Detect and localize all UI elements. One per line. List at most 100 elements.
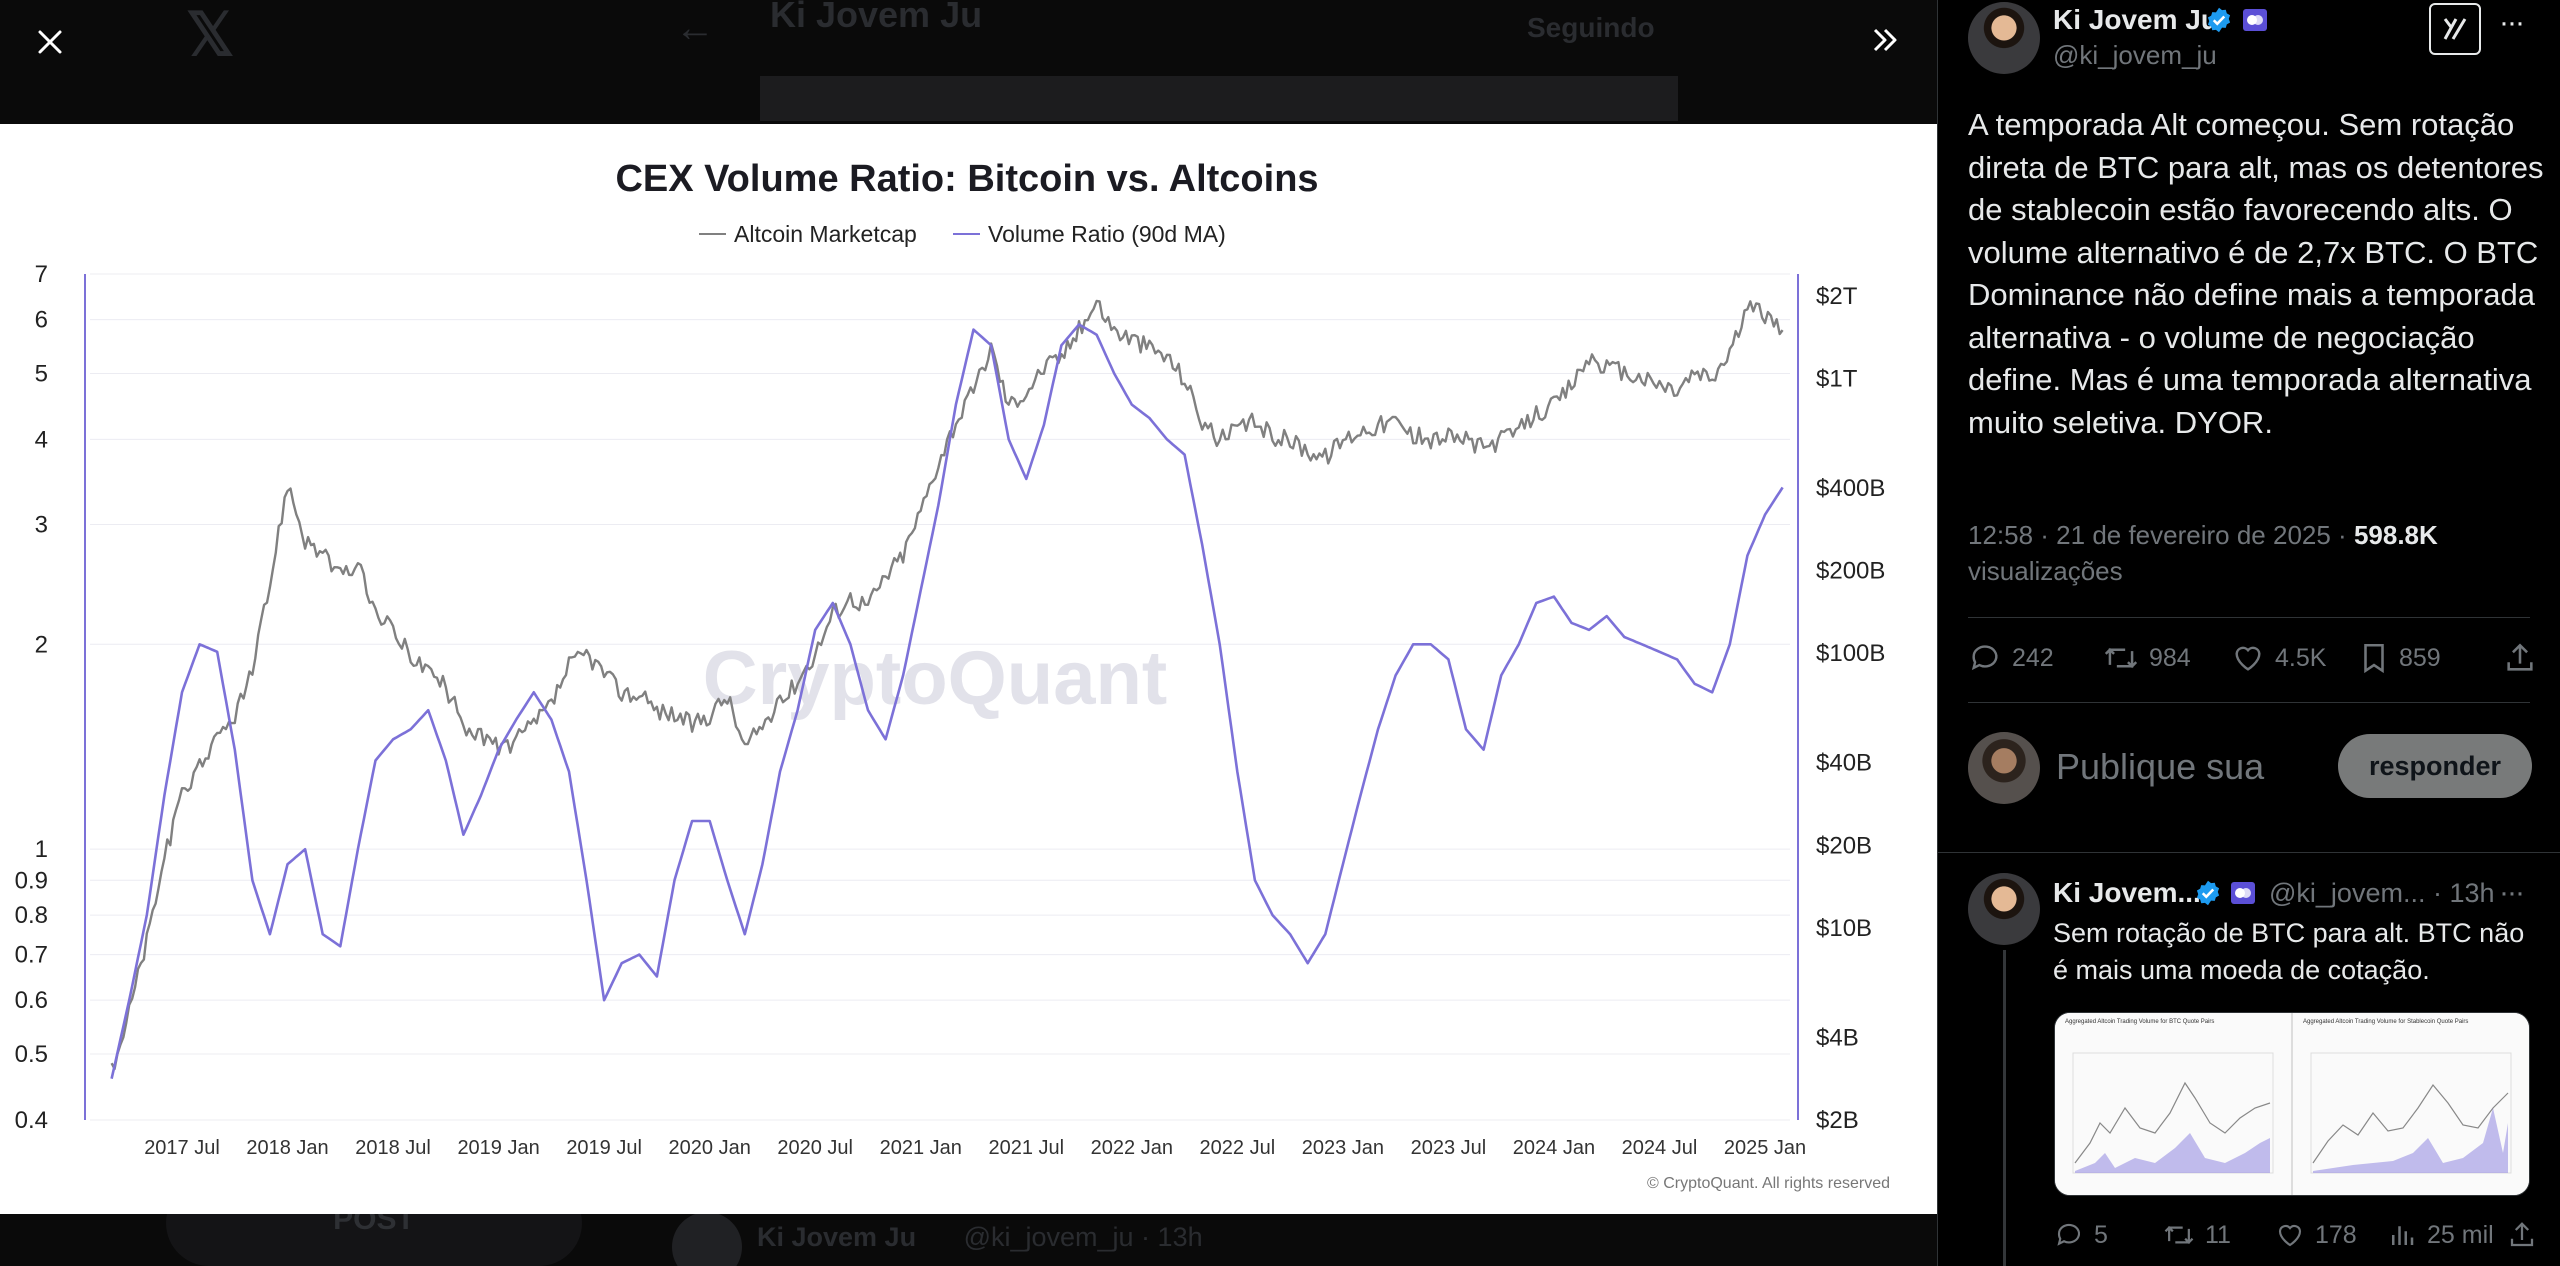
- reply-media[interactable]: Aggregated Altcoin Trading Volume for BT…: [2054, 1012, 2530, 1196]
- reply-retweet-count: 11: [2205, 1220, 2231, 1249]
- reply-views-count: 25 mil: [2427, 1220, 2494, 1249]
- legend-label-ratio: Volume Ratio (90d MA): [988, 221, 1226, 247]
- y-left-tick-label: 0.6: [15, 987, 48, 1014]
- x-tick-label: 2023 Jul: [1411, 1137, 1487, 1159]
- background-banner: [760, 76, 1678, 121]
- affiliate-badge-icon: [2243, 9, 2267, 31]
- y-right-tick-label: $1T: [1816, 365, 1858, 392]
- reply-button[interactable]: responder: [2338, 734, 2532, 798]
- y-left-tick-label: 7: [35, 261, 48, 288]
- like-action[interactable]: 4.5K: [2231, 641, 2326, 675]
- divider: [1968, 617, 2530, 618]
- share-icon: [2507, 643, 2533, 671]
- chart-image[interactable]: CEX Volume Ratio: Bitcoin vs. Altcoins A…: [0, 124, 1937, 1214]
- y-right-tick-label: $100B: [1816, 640, 1885, 667]
- x-tick-label: 2019 Jan: [457, 1137, 539, 1159]
- x-tick-label: 2021 Jul: [988, 1137, 1064, 1159]
- legend-label-altcoin: Altcoin Marketcap: [734, 221, 917, 247]
- x-tick-label: 2018 Jan: [246, 1137, 328, 1159]
- share-icon: [2510, 1222, 2534, 1247]
- x-tick-label: 2017 Jul: [144, 1137, 220, 1159]
- more-options-button[interactable]: ···: [2499, 6, 2525, 39]
- x-tick-label: 2024 Jan: [1513, 1137, 1595, 1159]
- chart-copyright: © CryptoQuant. All rights reserved: [1647, 1175, 1890, 1192]
- mini-chart-title: Aggregated Altcoin Trading Volume for St…: [2303, 1019, 2469, 1025]
- reply-share-action[interactable]: [2507, 1220, 2537, 1250]
- back-arrow-icon: ←: [675, 6, 715, 50]
- reply-icon: [2057, 1223, 2081, 1246]
- chart-svg: CEX Volume Ratio: Bitcoin vs. Altcoins A…: [15, 158, 1890, 1192]
- close-icon: [38, 30, 62, 54]
- x-tick-label: 2023 Jan: [1302, 1137, 1384, 1159]
- x-tick-label: 2021 Jan: [880, 1137, 962, 1159]
- background-follow-label: Seguindo: [1527, 12, 1655, 43]
- reply-author-name[interactable]: Ki Jovem...: [2053, 877, 2201, 908]
- reply-input[interactable]: Publique sua: [2056, 746, 2265, 787]
- retweet-icon: [2104, 647, 2138, 669]
- verified-badge-icon: [2196, 880, 2220, 906]
- heart-icon: [2278, 1225, 2302, 1247]
- x-tick-label: 2022 Jan: [1091, 1137, 1173, 1159]
- author-handle[interactable]: @ki_jovem_ju: [2053, 40, 2217, 70]
- bookmark-action[interactable]: 859: [2359, 641, 2441, 675]
- tweet-views-count: 598.8K: [2353, 520, 2438, 550]
- y-right-tick-label: $20B: [1816, 832, 1872, 859]
- reply-more-options-button[interactable]: ···: [2499, 876, 2525, 909]
- y-left-tick-label: 2: [35, 631, 48, 658]
- thread-line: [2003, 950, 2006, 1266]
- tweet-text: A temporada Alt começou. Sem rotação dir…: [1968, 107, 2544, 440]
- background-reply-handle: @ki_jovem_ju · 13h: [963, 1222, 1203, 1252]
- y-right-tick-label: $2B: [1816, 1107, 1859, 1134]
- chart-grid: [90, 273, 1790, 1121]
- retweet-action[interactable]: 984: [2103, 641, 2191, 675]
- y-axis-right: $2B $4B $10B $20B $40B $100B $200B $400B $1T $2T: [1816, 283, 1885, 1134]
- media-viewer: 𝕏 ← Ki Jovem Ju Seguindo POST Ki Jovem J…: [0, 0, 1937, 1266]
- reply-text: Sem rotação de BTC para alt. BTC não é m…: [2053, 918, 2525, 985]
- x-tick-label: 2024 Jul: [1622, 1137, 1698, 1159]
- reply-action[interactable]: 242: [1968, 641, 2054, 675]
- chart-title: CEX Volume Ratio: Bitcoin vs. Altcoins: [615, 158, 1318, 200]
- share-action[interactable]: [2503, 641, 2537, 675]
- divider: [1938, 852, 2560, 853]
- tweet-meta: 12:58 · 21 de fevereiro de 2025 · 598.8K…: [1968, 517, 2548, 589]
- mini-chart-graphic: [2072, 1052, 2274, 1174]
- reply-reply-count: 5: [2094, 1220, 2108, 1249]
- affiliate-badge-icon: [2231, 882, 2255, 904]
- y-right-tick-label: $2T: [1816, 283, 1858, 310]
- tweet-time[interactable]: 12:58 · 21 de fevereiro de 2025 ·: [1968, 520, 2347, 550]
- y-left-tick-label: 0.5: [15, 1041, 48, 1068]
- y-right-tick-label: $200B: [1816, 558, 1885, 585]
- tweet-detail-panel: Ki Jovem Ju @ki_jovem_ju ··· A temporada…: [1937, 0, 2560, 1266]
- y-left-tick-label: 1: [35, 836, 48, 863]
- x-axis: 2017 Jul 2018 Jan 2018 Jul 2019 Jan 2019 Jul…: [144, 1137, 1806, 1159]
- reply-media-chart-btc-pairs[interactable]: Aggregated Altcoin Trading Volume for BT…: [2055, 1013, 2293, 1195]
- reply-like-action[interactable]: 178: [2275, 1220, 2357, 1250]
- expand-panel-button[interactable]: [1855, 10, 1915, 70]
- author-avatar[interactable]: [1968, 2, 2040, 74]
- background-profile-name: Ki Jovem Ju: [770, 0, 983, 35]
- reply-reply-action[interactable]: 5: [2054, 1220, 2108, 1250]
- x-logo-icon: 𝕏: [186, 1, 235, 68]
- divider: [1968, 702, 2530, 703]
- y-right-tick-label: $40B: [1816, 750, 1872, 777]
- bookmark-icon: [2364, 643, 2384, 674]
- grok-button[interactable]: [2429, 3, 2481, 55]
- x-tick-label: 2022 Jul: [1200, 1137, 1276, 1159]
- background-reply-name-text: Ki Jovem Ju: [757, 1222, 917, 1252]
- reply-like-count: 178: [2315, 1220, 2357, 1249]
- author-name[interactable]: Ki Jovem Ju: [2053, 4, 2218, 35]
- reply-retweet-action[interactable]: 11: [2163, 1220, 2231, 1250]
- x-tick-label: 2020 Jan: [669, 1137, 751, 1159]
- reply-views-action[interactable]: 25 mil: [2387, 1220, 2494, 1250]
- reply-author-avatar[interactable]: [1968, 873, 2040, 945]
- close-button[interactable]: [22, 14, 78, 70]
- reply-handle-time[interactable]: @ki_jovem... · 13h: [2269, 878, 2495, 908]
- chevrons-right-icon: [1873, 28, 1897, 52]
- y-left-tick-label: 5: [35, 360, 48, 387]
- reply-count: 242: [2012, 643, 2054, 672]
- retweet-count: 984: [2149, 643, 2191, 672]
- reply-media-chart-stablecoin-pairs[interactable]: Aggregated Altcoin Trading Volume for St…: [2293, 1013, 2529, 1195]
- current-user-avatar[interactable]: [1968, 732, 2040, 804]
- y-right-tick-label: $10B: [1816, 915, 1872, 942]
- retweet-icon: [2164, 1226, 2194, 1244]
